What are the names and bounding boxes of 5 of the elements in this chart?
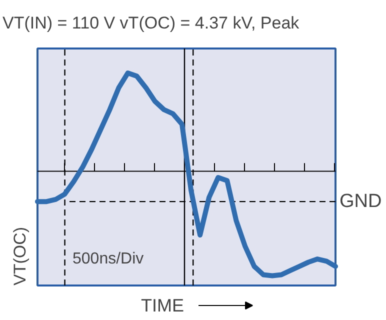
y-axis-title: VT(OC) xyxy=(10,226,30,286)
x-axis-title: TIME xyxy=(141,296,184,316)
annotation: 500ns/Div xyxy=(72,250,144,268)
ref-line-label: GND xyxy=(340,191,382,212)
chart-title: VT(IN) = 110 V vT(OC) = 4.37 kV, Peak xyxy=(2,14,300,32)
